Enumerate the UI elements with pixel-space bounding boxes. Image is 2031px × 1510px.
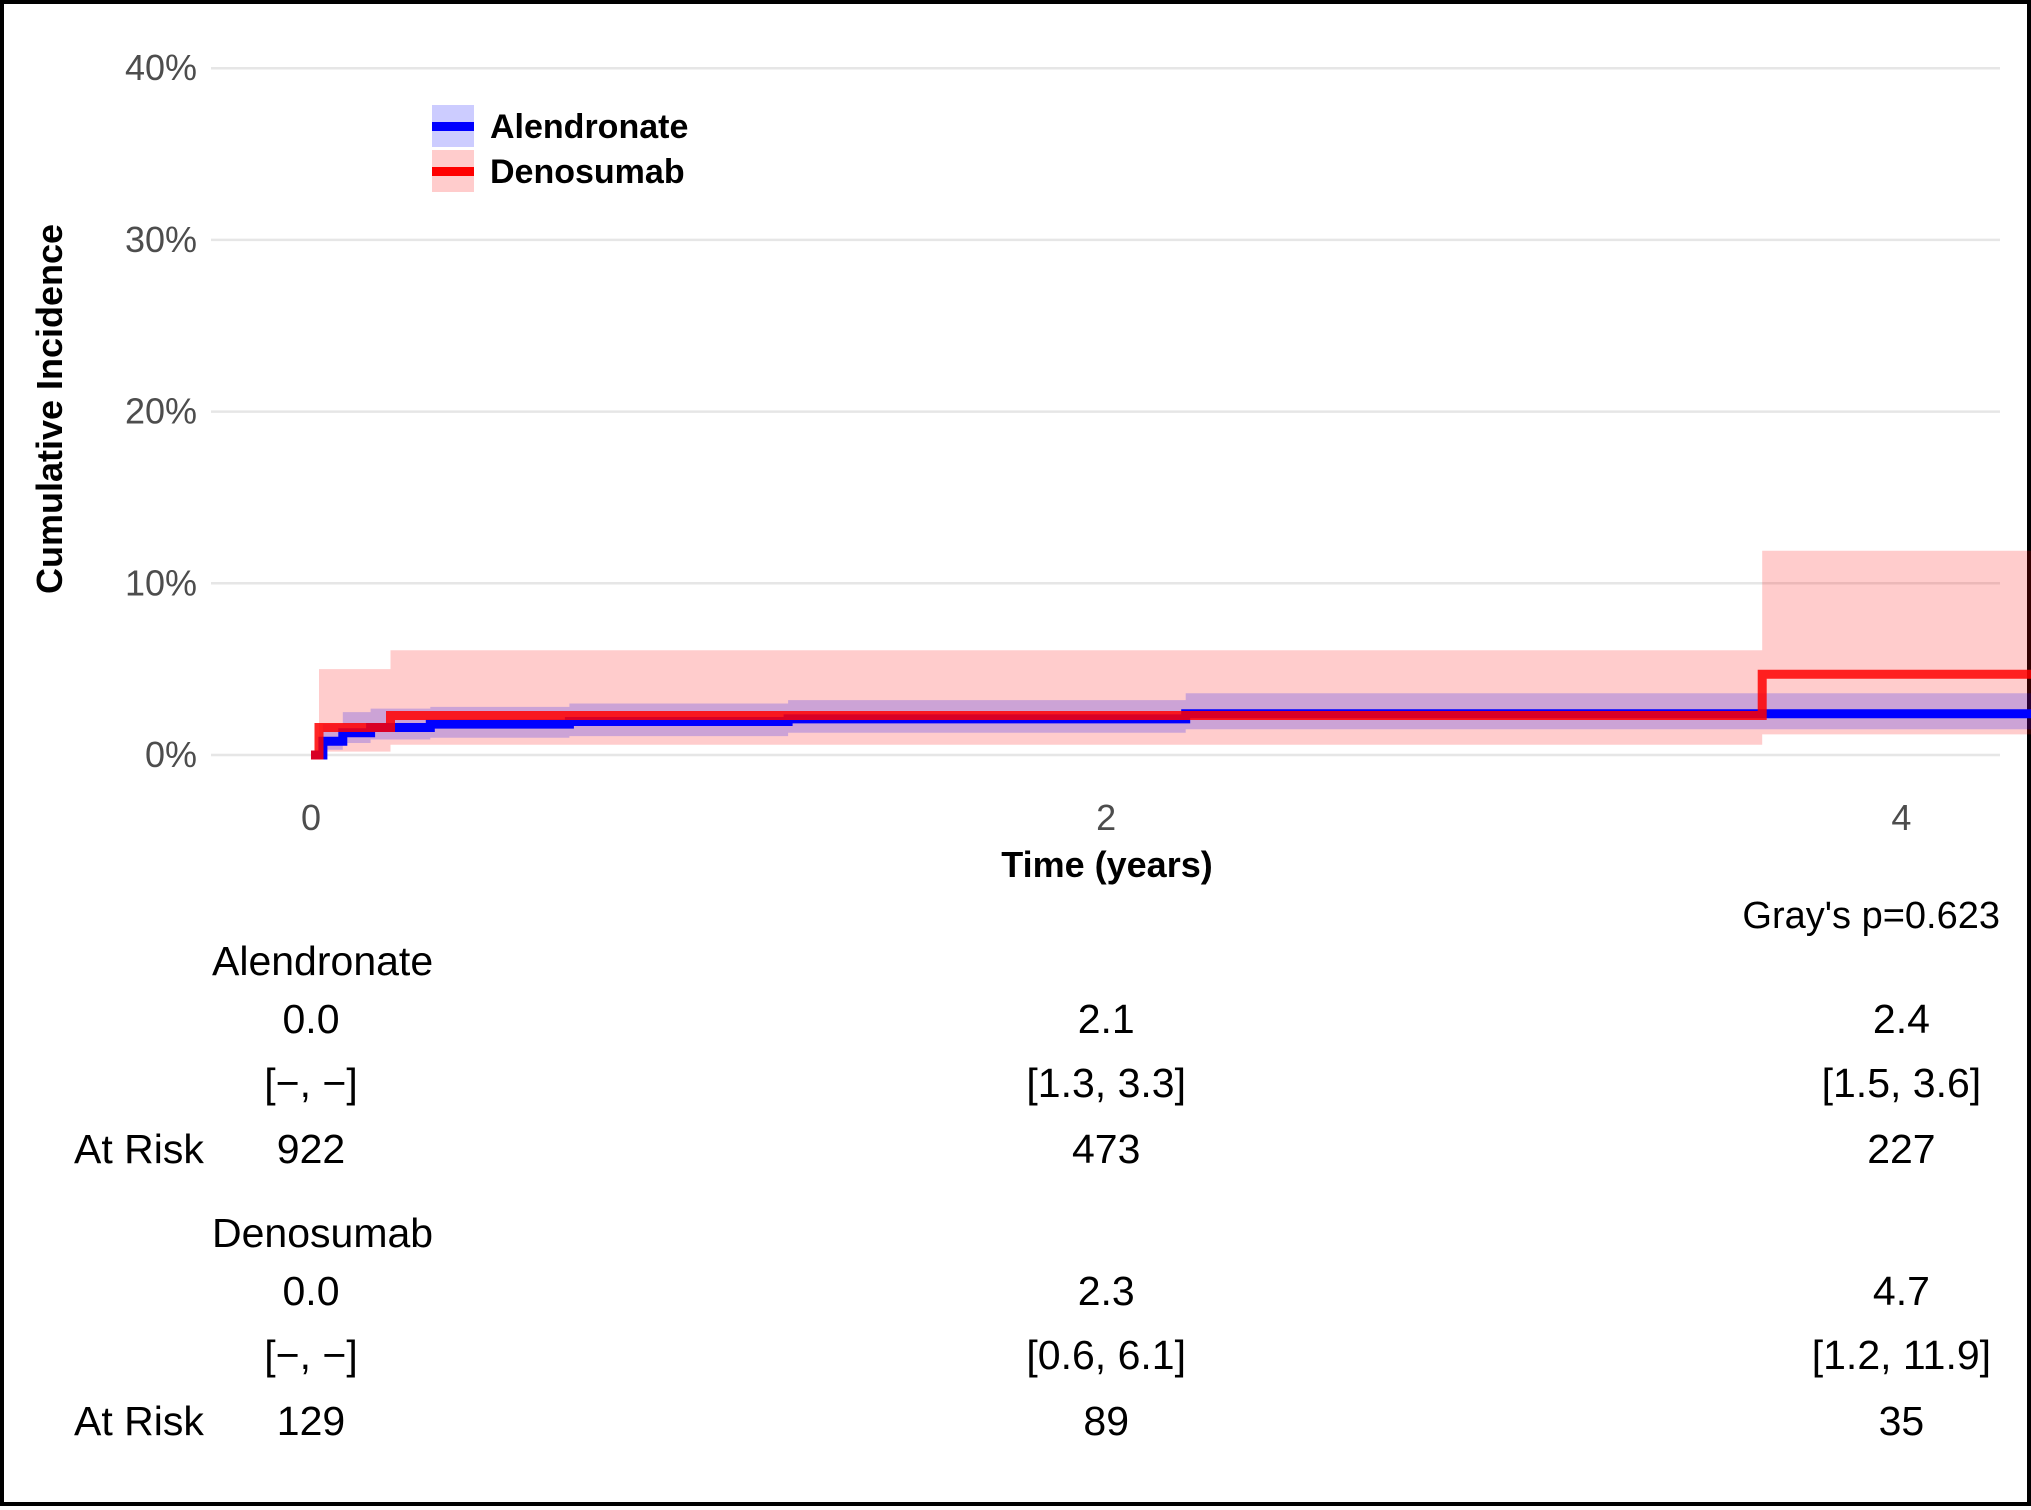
x-tick-label: 0 xyxy=(301,797,321,838)
confidence-bands xyxy=(311,550,2031,755)
legend-key-alendronate-line xyxy=(432,122,474,131)
y-tick-labels: 0% 10% 20% 30% 40% xyxy=(125,47,197,775)
legend-key-denosumab-line xyxy=(432,167,474,176)
table-estimate: 4.7 xyxy=(1873,1268,1930,1314)
legend-label-alendronate: Alendronate xyxy=(490,108,688,146)
table-at-risk-label: At Risk xyxy=(74,1126,204,1172)
x-tick-labels: 02468 xyxy=(301,797,1911,838)
x-tick-label: 4 xyxy=(1891,797,1911,838)
y-tick-label: 0% xyxy=(145,734,197,775)
y-tick-label: 10% xyxy=(125,562,197,603)
table-estimate: 2.1 xyxy=(1078,996,1135,1042)
x-tick-label: 2 xyxy=(1096,797,1116,838)
cumulative-incidence-chart: 0%10%20%30%40% 02468 Cumulative Incidenc… xyxy=(29,47,2031,1444)
table-ci: [−, −] xyxy=(264,1060,357,1106)
table-ci: [1.5, 3.6] xyxy=(1822,1060,1982,1106)
ci-band-denosumab xyxy=(311,550,2031,755)
step-line-denosumab xyxy=(311,669,2031,760)
table-estimate: 2.4 xyxy=(1873,996,1930,1042)
ci-band-alendronate xyxy=(311,693,2031,755)
table-estimate: 0.0 xyxy=(283,996,340,1042)
y-tick-label: 30% xyxy=(125,219,197,260)
grid-lines xyxy=(211,66,2000,757)
table-ci: [−, −] xyxy=(264,1332,357,1378)
x-axis-title: Time (years) xyxy=(1001,844,1212,885)
table-at-risk-count: 89 xyxy=(1083,1398,1129,1444)
table-group-name: Denosumab xyxy=(212,1210,433,1256)
table-at-risk-count: 922 xyxy=(277,1126,345,1172)
table-ci: [0.6, 6.1] xyxy=(1026,1332,1186,1378)
table-ci: [1.3, 3.3] xyxy=(1026,1060,1186,1106)
grays-p-value: Gray's p=0.623 xyxy=(1742,895,2000,937)
series-lines xyxy=(311,669,2031,760)
table-ci: [1.2, 11.9] xyxy=(1812,1332,1991,1378)
table-at-risk-label: At Risk xyxy=(74,1398,204,1444)
legend-label-denosumab: Denosumab xyxy=(490,153,685,191)
table-at-risk-count: 35 xyxy=(1879,1398,1925,1444)
table-estimate: 2.3 xyxy=(1078,1268,1135,1314)
legend: Alendronate Denosumab xyxy=(432,105,688,192)
table-at-risk-count: 129 xyxy=(277,1398,345,1444)
y-tick-label: 20% xyxy=(125,391,197,432)
y-axis-title: Cumulative Incidence xyxy=(29,224,70,594)
y-tick-label: 40% xyxy=(125,47,197,88)
table-at-risk-count: 473 xyxy=(1072,1126,1140,1172)
table-at-risk-count: 227 xyxy=(1867,1126,1935,1172)
table-group-name: Alendronate xyxy=(212,938,433,984)
table-estimate: 0.0 xyxy=(283,1268,340,1314)
